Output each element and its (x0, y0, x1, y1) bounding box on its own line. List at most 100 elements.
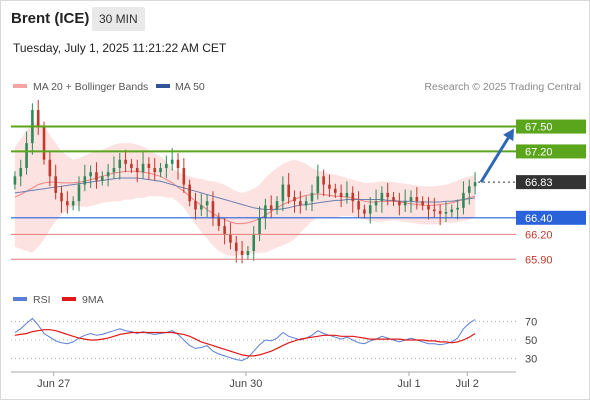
rsi-tick-label: 30 (525, 354, 537, 366)
candle-body (293, 197, 296, 202)
rsi-legend-swatch (13, 297, 27, 301)
last-price-tag (516, 175, 586, 190)
candle-body (89, 172, 92, 177)
x-tick-label: Jul 2 (456, 378, 479, 390)
candle-body (473, 182, 477, 187)
candle-body (48, 159, 52, 177)
timestamp: Tuesday, July 1, 2025 11:21:22 AM CET (13, 41, 227, 55)
candle-body (328, 184, 331, 189)
instrument-title: Brent (ICE) (11, 10, 90, 27)
candle-body (398, 201, 401, 206)
candle-body (299, 201, 302, 206)
x-tick-label: Jun 30 (229, 378, 262, 390)
candle-body (240, 250, 244, 256)
candle-body (118, 159, 122, 169)
resistance-label: 67.20 (525, 146, 553, 158)
candle-body (112, 168, 116, 173)
candle-body (462, 192, 465, 208)
pivot-label: 66.40 (525, 213, 553, 225)
candle-body (386, 192, 390, 198)
ma50-legend-label: MA 50 (175, 81, 205, 93)
x-tick-label: Jun 27 (37, 378, 70, 390)
candle-body (275, 201, 279, 210)
candle-body (339, 192, 343, 198)
resistance-tag (516, 119, 586, 134)
candle-body (106, 172, 110, 177)
last-price-label: 66.83 (525, 177, 553, 189)
candle-body (188, 184, 191, 202)
candle-body (100, 176, 104, 181)
candle-body (287, 184, 290, 198)
resistance-tag (516, 144, 586, 159)
candle-body (200, 205, 203, 210)
candle-body (153, 168, 157, 173)
candle-body (205, 201, 209, 206)
rsi-tick-label: 70 (525, 316, 537, 328)
candle-body (421, 201, 424, 206)
candle-body (264, 205, 267, 218)
candle-body (310, 192, 314, 202)
support-label: 65.90 (525, 254, 553, 266)
ma9-legend-label: 9MA (82, 294, 104, 306)
legend: MA 20 + Bollinger Bands MA 50 Research ©… (13, 81, 581, 93)
candle-body (433, 209, 436, 212)
candle-body (333, 188, 337, 193)
candle-body (246, 250, 250, 256)
x-tick-label: Jul 1 (397, 378, 420, 390)
candle-body (42, 126, 46, 160)
candle-body (95, 172, 98, 181)
candle-body (217, 217, 221, 227)
candle-body (13, 176, 17, 185)
candle-body (438, 211, 442, 214)
rsi-legend-label: RSI (33, 294, 51, 306)
price-panel (13, 100, 477, 264)
candle-body (258, 217, 261, 235)
candle-body (392, 197, 395, 202)
candle-body (304, 201, 308, 206)
candle-body (36, 109, 40, 127)
candle-body (380, 192, 384, 202)
candle-body (374, 201, 378, 206)
candle-body (170, 159, 174, 164)
candle-body (159, 168, 162, 173)
candle-body (176, 159, 180, 169)
candle-body (351, 192, 355, 202)
candle-body (363, 209, 366, 214)
forecast-arrow-head (503, 128, 514, 142)
candle-body (165, 163, 168, 169)
rsi-legend: RSI 9MA (13, 294, 104, 306)
candle-body (54, 176, 57, 193)
candle-body (403, 201, 407, 206)
candle-body (77, 184, 81, 202)
rsi-line (14, 317, 476, 362)
pivot-tag (516, 210, 586, 225)
rsi-tick-label: 50 (525, 335, 537, 347)
candle-body (194, 201, 197, 210)
timeframe-button[interactable]: 30 MIN (92, 7, 145, 31)
candle-body (427, 205, 430, 210)
candle-body (345, 192, 349, 198)
candle-body (450, 209, 454, 212)
bb-legend-label: MA 20 + Bollinger Bands (33, 81, 148, 93)
candle-body (66, 201, 69, 206)
candle-body (456, 207, 459, 210)
ma50-line (14, 177, 476, 210)
candle-body (252, 234, 256, 251)
candle-body (147, 163, 151, 169)
candle-body (444, 211, 448, 214)
candle-body (409, 197, 413, 202)
candle-body (141, 163, 145, 173)
candle-body (223, 226, 226, 235)
price-levels: 67.50 67.20 66.83 66.40 66.20 65.90 (11, 119, 586, 266)
candle-body (229, 234, 232, 243)
credit-text: Research © 2025 Trading Central (424, 81, 581, 93)
ma50-legend-swatch (156, 84, 170, 88)
candle-body (182, 168, 186, 185)
candle-body (25, 143, 28, 169)
candle-body (135, 168, 139, 173)
candle-body (467, 186, 471, 193)
rsi-panel: 70 50 30 (11, 316, 537, 366)
ma9-legend-swatch (62, 297, 76, 301)
candle-body (71, 201, 75, 206)
